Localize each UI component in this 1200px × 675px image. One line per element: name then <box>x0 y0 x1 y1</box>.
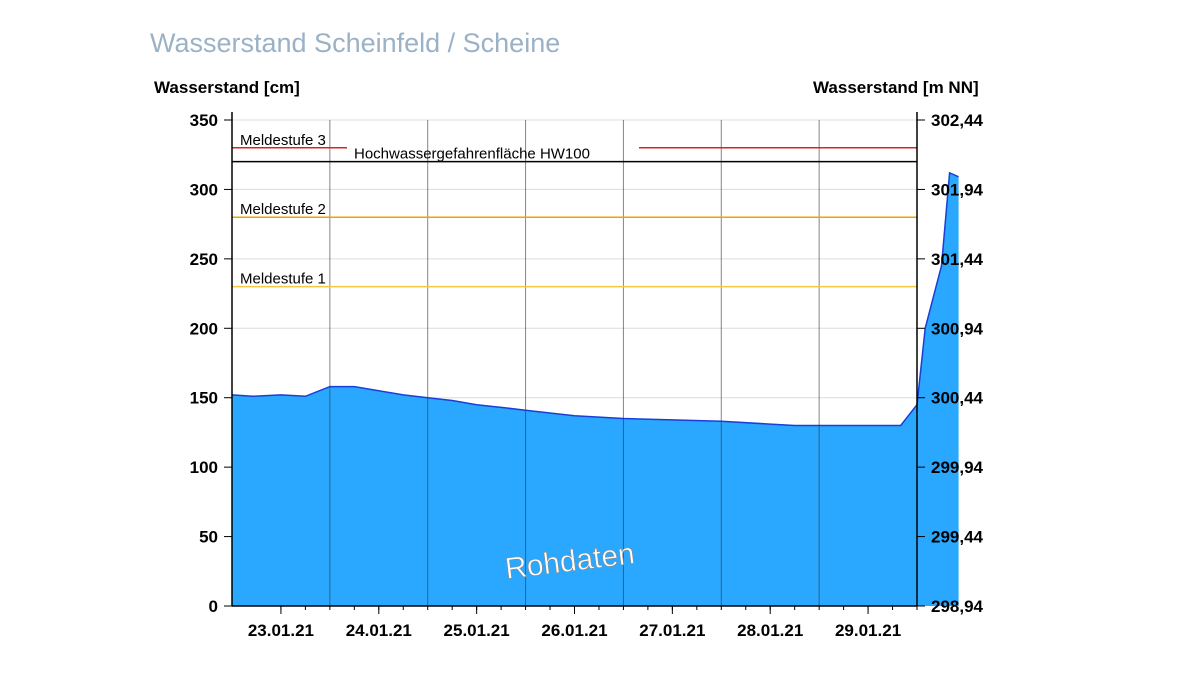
y-tick-label-left: 200 <box>190 319 218 338</box>
y-tick-label-right: 298,94 <box>931 597 984 616</box>
x-tick-label: 29.01.21 <box>835 621 901 640</box>
y-tick-label-right: 301,94 <box>931 180 984 199</box>
y-tick-label-left: 250 <box>190 250 218 269</box>
y-tick-labels-right: 298,94 299,44 299,94 300,44 300,94 301,44 301,… <box>931 111 984 616</box>
x-tick-label: 26.01.21 <box>541 621 607 640</box>
x-tick-labels: 23.01.21 24.01.21 25.01.21 26.01.21 27.01.21… <box>248 621 901 640</box>
y-axis-label-left: Wasserstand [cm] <box>154 78 300 97</box>
y-tick-label-left: 50 <box>199 528 218 547</box>
y-tick-label-right: 299,94 <box>931 458 984 477</box>
threshold-label: Meldestufe 1 <box>240 271 326 288</box>
threshold-label: Meldestufe 3 <box>240 132 326 149</box>
x-tick-label: 28.01.21 <box>737 621 803 640</box>
y-tick-label-left: 300 <box>190 180 218 199</box>
y-tick-label-right: 301,44 <box>931 250 984 269</box>
y-tick-label-left: 350 <box>190 111 218 130</box>
axes <box>224 112 925 614</box>
y-tick-label-right: 300,94 <box>931 319 984 338</box>
x-tick-label: 23.01.21 <box>248 621 314 640</box>
y-tick-label-right: 299,44 <box>931 528 984 547</box>
y-axis-label-right: Wasserstand [m NN] <box>813 78 979 97</box>
x-tick-label: 25.01.21 <box>444 621 510 640</box>
y-tick-labels-left: 0 50 100 150 200 250 300 350 <box>190 111 218 616</box>
y-tick-label-left: 100 <box>190 458 218 477</box>
y-tick-label-left: 0 <box>209 597 218 616</box>
y-tick-label-right: 302,44 <box>931 111 984 130</box>
threshold-lines: Meldestufe 3 Hochwassergefahrenfläche HW1… <box>232 132 917 288</box>
y-tick-label-right: 300,44 <box>931 389 984 408</box>
threshold-label: Meldestufe 2 <box>240 201 326 218</box>
y-tick-label-left: 150 <box>190 389 218 408</box>
x-tick-label: 24.01.21 <box>346 621 412 640</box>
series-fill <box>232 172 959 607</box>
chart-title: Wasserstand Scheinfeld / Scheine <box>150 28 561 58</box>
x-tick-label: 27.01.21 <box>639 621 705 640</box>
threshold-label: Hochwassergefahrenfläche HW100 <box>354 146 590 163</box>
